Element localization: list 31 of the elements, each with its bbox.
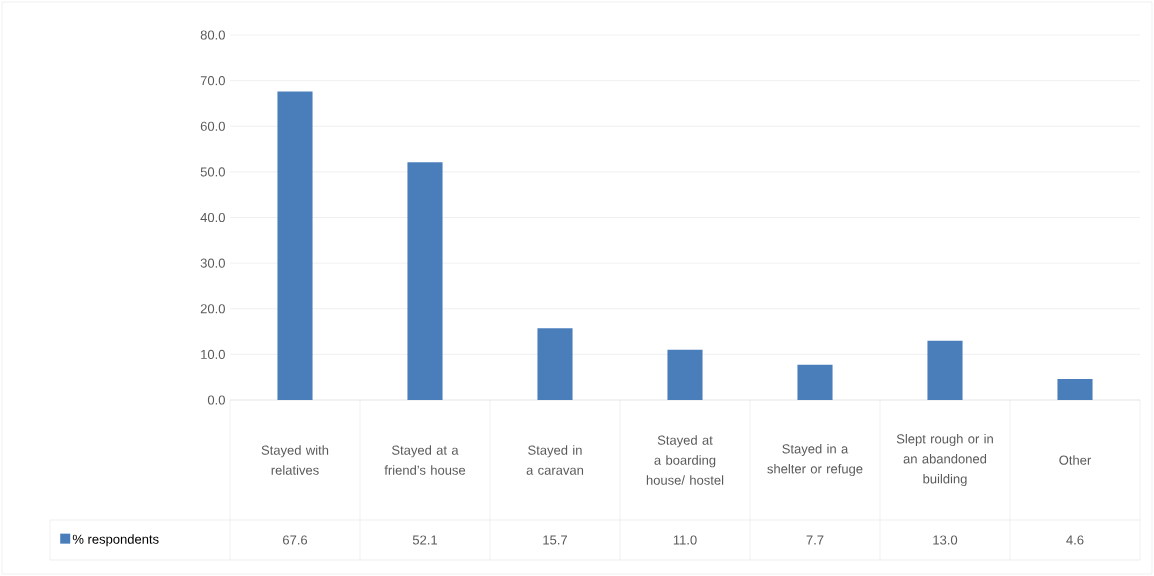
y-tick-label: 40.0 — [200, 212, 225, 223]
bar — [667, 349, 703, 400]
y-tick-label: 20.0 — [200, 304, 225, 314]
x-tick-label: Stayed at a boarding house/ hostel — [646, 435, 724, 485]
data-label: 4.6 — [1066, 535, 1084, 545]
x-tick-label: Other — [1059, 455, 1092, 465]
y-tick-label: 30.0 — [200, 258, 225, 268]
y-tick-label: 0.0 — [207, 395, 225, 405]
y-tick-label: 70.0 — [200, 76, 225, 86]
x-tick-label: Stayed in a caravan — [526, 445, 584, 475]
y-tick-label: 60.0 — [200, 121, 225, 131]
y-tick-label: 50.0 — [200, 167, 225, 177]
data-label: 7.7 — [806, 535, 824, 545]
data-label: 67.6 — [283, 535, 308, 545]
y-tick-label: 80.0 — [200, 30, 225, 40]
bar — [277, 91, 313, 400]
bar — [797, 364, 833, 400]
data-label: 52.1 — [412, 535, 438, 545]
bar — [1057, 379, 1093, 400]
data-label: 15.7 — [543, 535, 567, 545]
data-label: 11.0 — [673, 535, 697, 545]
x-tick-label: Stayed with relatives — [261, 445, 329, 475]
bar — [537, 328, 573, 400]
y-tick-label: 10.0 — [201, 349, 225, 359]
x-tick-label: Stayed in a shelter or refuge — [767, 443, 863, 477]
data-label: 13.0 — [933, 535, 958, 545]
x-tick-label: Stayed at a friend’s house — [384, 445, 466, 475]
bar — [927, 340, 963, 400]
legend-label: % respondents — [72, 534, 159, 547]
bar — [407, 162, 443, 400]
x-tick-label: Slept rough or in an abandoned building — [896, 433, 993, 487]
